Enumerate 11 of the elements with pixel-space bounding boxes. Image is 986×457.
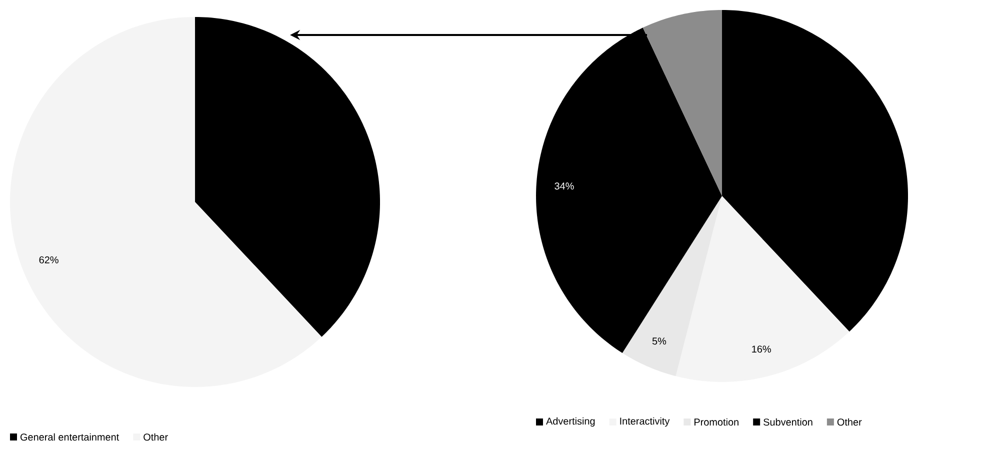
- legend-label: Other: [837, 418, 862, 426]
- legend-label: Promotion: [694, 418, 738, 426]
- legend-label: Advertising: [546, 417, 595, 427]
- legend-label: Other: [144, 433, 168, 441]
- data-label: 34%: [554, 182, 574, 190]
- data-label: 16%: [752, 346, 771, 353]
- legend-label: Subvention: [764, 418, 812, 426]
- legend-label: Interactivity: [620, 417, 670, 427]
- legend-label: General entertainment: [20, 433, 120, 441]
- data-label: 5%: [652, 338, 666, 345]
- data-label: 62%: [39, 256, 58, 264]
